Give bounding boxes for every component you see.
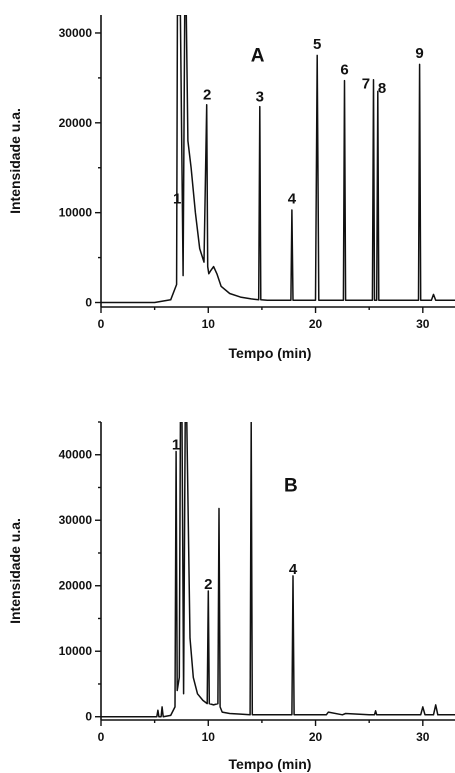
peak-label: 8 [378, 80, 386, 97]
y-tick-label: 30000 [59, 513, 93, 527]
y-tick-label: 20000 [59, 579, 93, 593]
x-tick-label: 10 [202, 317, 216, 331]
peak-label: 4 [288, 191, 297, 208]
y-tick-label: 10000 [59, 644, 93, 658]
y-axis-title: Intensidade u.a. [7, 518, 23, 624]
peak-label: 1 [173, 191, 181, 208]
y-tick-label: 30000 [59, 26, 93, 40]
y-tick-label: 0 [85, 710, 92, 724]
peak-label: 7 [362, 76, 370, 93]
chromatogram-trace [101, 422, 455, 718]
y-tick-label: 20000 [59, 116, 93, 130]
x-tick-label: 30 [416, 317, 430, 331]
x-axis-title: Tempo (min) [229, 756, 312, 772]
peak-label: 6 [340, 61, 348, 78]
y-tick-label: 10000 [59, 206, 93, 220]
x-tick-label: 20 [309, 730, 323, 744]
x-tick-label: 30 [416, 730, 430, 744]
peak-label: 2 [203, 86, 211, 103]
x-axis-title: Tempo (min) [229, 345, 312, 361]
x-tick-label: 20 [309, 317, 323, 331]
panel-letter: B [284, 475, 298, 496]
x-tick-label: 0 [98, 730, 105, 744]
x-tick-label: 0 [98, 317, 105, 331]
peak-label: 9 [415, 45, 423, 62]
peak-label: 3 [256, 88, 264, 105]
chromatogram-trace [101, 15, 455, 304]
peak-label: 2 [204, 576, 212, 593]
peak-label: 1 [172, 437, 180, 454]
y-tick-label: 0 [85, 296, 92, 310]
chart-panel-b: 0 10 20 30 0 10000 20000 30000 40000 Tempo (min) I… [7, 421, 455, 772]
y-axis-title: Intensidade u.a. [7, 108, 23, 214]
y-tick-label: 40000 [59, 448, 93, 462]
chart-panel-a: 0 10 20 30 0 10000 20000 30000 Tempo (min) Intens… [7, 15, 455, 361]
x-tick-label: 10 [202, 730, 216, 744]
peak-label: 4 [289, 561, 298, 578]
peak-label: 5 [313, 36, 321, 53]
panel-letter: A [251, 46, 265, 67]
